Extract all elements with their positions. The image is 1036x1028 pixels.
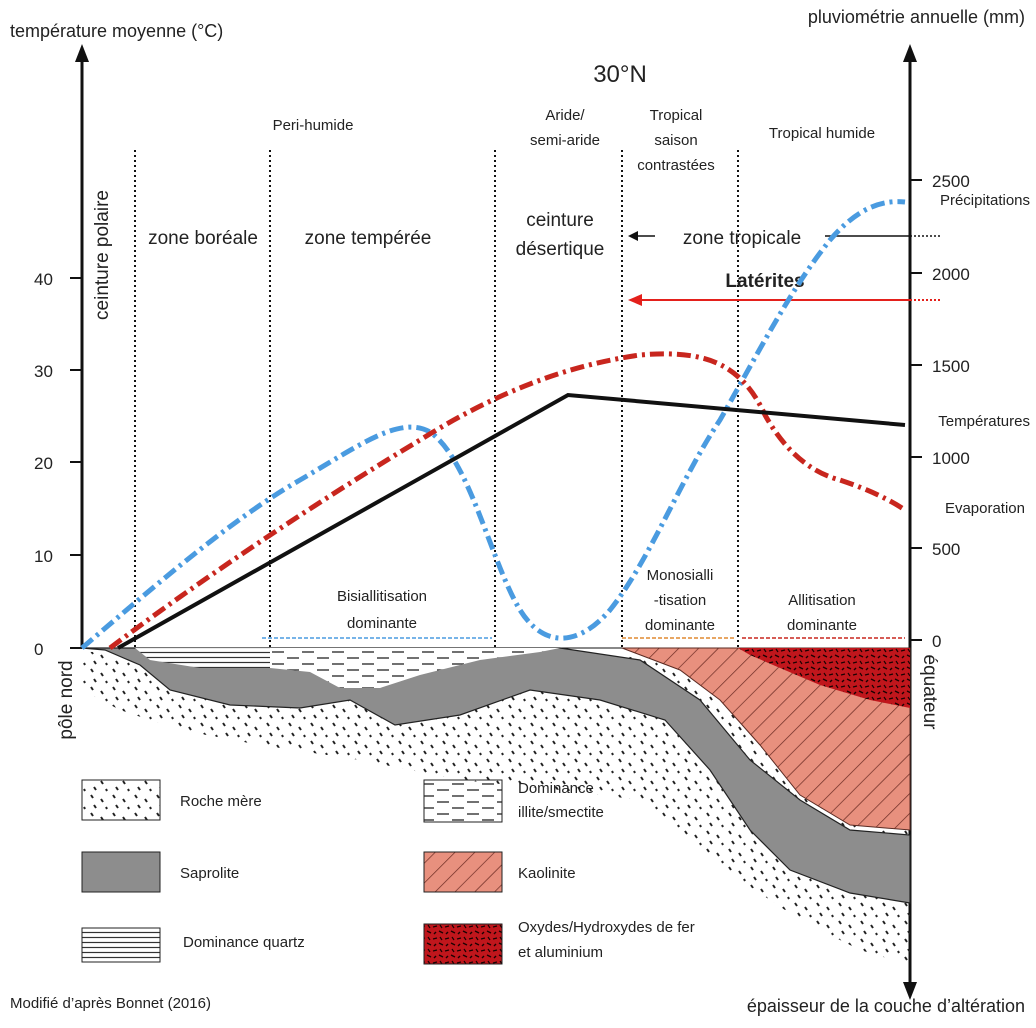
latitude-label: 30°N <box>593 61 647 88</box>
bisiallitisation-1: Bisiallitisation <box>337 588 427 605</box>
legend-quartz-swatch <box>81 927 161 963</box>
left-tick-0: 0 <box>34 640 43 659</box>
left-axis-ticks: 0 10 20 30 40 <box>34 270 82 659</box>
monosiallitisation-2: -tisation <box>654 592 707 609</box>
right-tick-2500: 2500 <box>932 172 970 191</box>
legend-oxides-swatch <box>423 923 503 965</box>
legend: Roche mère Saprolite Dominance quartz Do… <box>81 779 695 965</box>
zone-boreale: zone boréale <box>148 228 258 249</box>
equator-label: équateur <box>919 654 940 730</box>
legend-illite-1: Dominance <box>518 780 594 797</box>
precipitations-curve <box>80 199 906 650</box>
zone-desert-1: ceinture <box>526 210 594 231</box>
right-tick-1500: 1500 <box>932 357 970 376</box>
right-tick-1000: 1000 <box>932 449 970 468</box>
illite-layer <box>270 648 560 688</box>
label-temperatures: Températures <box>938 413 1030 430</box>
kaolinite-layer <box>621 647 911 831</box>
legend-illite-2: illite/smectite <box>518 804 604 821</box>
allitisation-1: Allitisation <box>788 592 856 609</box>
right-axis-ticks: 0 500 1000 1500 2000 2500 <box>910 172 970 651</box>
zone-polaire: ceinture polaire <box>92 190 113 320</box>
label-tropical-humide: Tropical humide <box>769 125 875 142</box>
legend-kaolinite: Kaolinite <box>518 865 576 882</box>
label-tropical-1: Tropical <box>650 107 703 124</box>
legend-roche-mere: Roche mère <box>180 793 262 810</box>
label-aride-1: Aride/ <box>545 107 585 124</box>
zone-temperee: zone tempérée <box>305 228 432 249</box>
legend-oxides-1: Oxydes/Hydroxydes de fer <box>518 919 695 936</box>
source-label: Modifié d’après Bonnet (2016) <box>10 995 211 1012</box>
zone-dividers <box>134 150 739 648</box>
legend-quartz: Dominance quartz <box>183 934 305 951</box>
label-evaporation: Evaporation <box>945 500 1025 517</box>
left-axis-title: température moyenne (°C) <box>10 21 223 41</box>
legend-roche-mere-swatch <box>81 779 161 821</box>
right-axis-title: pluviométrie annuelle (mm) <box>808 7 1025 27</box>
temperatures-curve <box>117 392 906 650</box>
label-tropical-2: saison <box>654 132 697 149</box>
left-axis-arrow <box>75 44 89 62</box>
label-tropical-3: contrastées <box>637 157 715 174</box>
right-tick-500: 500 <box>932 540 960 559</box>
left-tick-40: 40 <box>34 270 53 289</box>
label-precipitations: Précipitations <box>940 192 1030 209</box>
left-tick-20: 20 <box>34 454 53 473</box>
left-tick-10: 10 <box>34 547 53 566</box>
left-tick-30: 30 <box>34 362 53 381</box>
legend-saprolite: Saprolite <box>180 865 239 882</box>
right-tick-2000: 2000 <box>932 265 970 284</box>
evaporation-curve <box>108 351 907 650</box>
right-axis-arrow-down <box>903 982 917 1000</box>
monosiallitisation-1: Monosialli <box>647 567 714 584</box>
legend-kaolinite-swatch <box>423 851 503 893</box>
zone-tropicale: zone tropicale <box>683 228 801 249</box>
oxides-layer <box>738 648 910 708</box>
label-peri-humide: Peri-humide <box>273 117 354 134</box>
allitisation-2: dominante <box>787 617 857 634</box>
legend-oxides-2: et aluminium <box>518 944 603 961</box>
soil-profile <box>81 647 911 965</box>
legend-illite-swatch <box>423 779 503 823</box>
bisiallitisation-2: dominante <box>347 615 417 632</box>
saprolite-layer <box>81 647 911 904</box>
legend-saprolite-swatch <box>81 851 161 893</box>
pole-label: pôle nord <box>56 660 77 739</box>
laterites-label: Latérites <box>725 271 804 292</box>
zone-desert-2: désertique <box>516 239 605 260</box>
right-tick-0: 0 <box>932 632 941 651</box>
label-aride-2: semi-aride <box>530 132 600 149</box>
right-axis-arrow-up <box>903 44 917 62</box>
quartz-layer <box>135 648 270 668</box>
right-axis-bottom-title: épaisseur de la couche d’altération <box>747 996 1025 1016</box>
monosiallitisation-3: dominante <box>645 617 715 634</box>
